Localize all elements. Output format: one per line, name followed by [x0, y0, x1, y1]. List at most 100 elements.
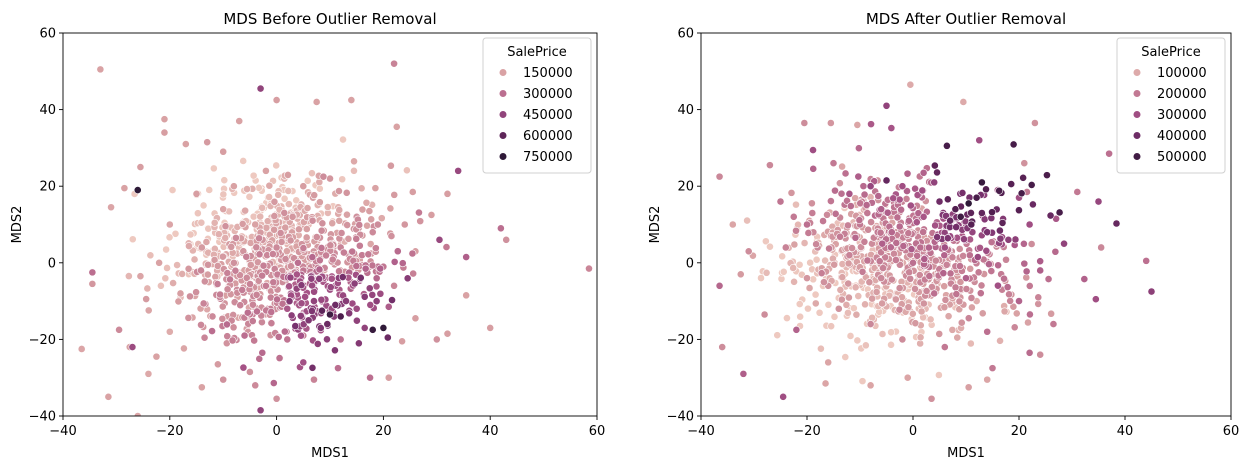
data-point [178, 270, 187, 278]
data-point [898, 182, 907, 191]
data-point [940, 303, 949, 312]
data-point [743, 216, 752, 225]
data-point [1112, 219, 1121, 228]
data-point [267, 308, 276, 316]
data-point [1044, 275, 1053, 283]
y-tick-label: 20 [677, 180, 694, 195]
data-point [262, 223, 271, 232]
data-point [246, 261, 255, 269]
data-point [1105, 149, 1113, 158]
data-point [307, 274, 316, 283]
data-point [213, 360, 222, 369]
data-point [282, 247, 291, 256]
data-point [1026, 310, 1034, 319]
data-point [411, 314, 420, 323]
data-point [120, 184, 129, 193]
data-point [403, 274, 412, 283]
data-point [243, 308, 252, 317]
data-point [835, 179, 844, 188]
data-point [1011, 235, 1020, 244]
data-point [350, 279, 359, 288]
data-point [998, 218, 1007, 227]
x-tick-label: 60 [1223, 424, 1240, 439]
data-point [877, 274, 886, 283]
legend-label: 200000 [1157, 87, 1207, 102]
data-point [163, 264, 171, 272]
data-point [155, 258, 164, 267]
plot-frame [700, 32, 1232, 417]
data-point [762, 268, 771, 277]
data-point [968, 303, 976, 312]
data-point [812, 240, 821, 249]
plot-frame [62, 32, 598, 417]
data-point [851, 283, 860, 292]
data-point [796, 312, 805, 321]
data-point [398, 259, 407, 268]
data-point [316, 324, 325, 332]
data-point [205, 186, 214, 194]
data-point [334, 364, 342, 373]
data-point [229, 258, 238, 267]
data-point [964, 314, 973, 323]
data-point [220, 176, 229, 185]
data-point [866, 182, 875, 191]
data-point [830, 260, 839, 269]
data-point [964, 199, 973, 208]
data-point [904, 229, 913, 238]
data-point [157, 281, 165, 290]
data-point [270, 225, 279, 234]
x-tick-label: −20 [156, 424, 183, 439]
data-point [951, 283, 960, 292]
data-point [975, 136, 984, 145]
data-point [863, 256, 872, 265]
data-point [186, 230, 195, 239]
data-point [805, 284, 814, 292]
data-point [355, 221, 364, 229]
data-point [883, 208, 892, 217]
data-point [1073, 188, 1082, 196]
data-point [908, 309, 917, 318]
data-point [250, 336, 259, 345]
data-point [285, 282, 294, 291]
data-point [335, 216, 344, 225]
data-point [1015, 297, 1023, 305]
data-point [766, 242, 774, 251]
data-point [358, 205, 367, 214]
data-point [165, 233, 174, 242]
data-point [1010, 323, 1019, 332]
data-point [318, 219, 327, 228]
data-point [907, 245, 916, 254]
data-point [315, 274, 324, 283]
legend-label: 500000 [1157, 150, 1207, 165]
data-point [846, 202, 855, 210]
data-point [199, 299, 208, 308]
data-point [280, 208, 289, 217]
data-point [920, 255, 929, 263]
data-point [262, 166, 270, 175]
data-point [878, 330, 887, 338]
data-point [366, 301, 375, 309]
legend-marker [1132, 152, 1142, 161]
data-point [827, 197, 835, 205]
data-point [779, 267, 788, 276]
data-point [967, 294, 976, 302]
y-tick-label: −40 [29, 410, 56, 425]
data-point [1097, 243, 1106, 252]
data-point [303, 204, 312, 212]
data-point [795, 260, 804, 269]
data-point [343, 210, 351, 219]
data-point [867, 120, 875, 129]
data-point [958, 188, 967, 197]
data-point [174, 297, 183, 306]
data-point [310, 375, 318, 384]
data-point [176, 289, 185, 298]
data-point [362, 198, 371, 207]
data-point [219, 205, 228, 214]
data-point [868, 313, 877, 322]
data-point [352, 262, 361, 270]
data-point [803, 274, 811, 283]
data-point [133, 186, 142, 194]
data-point [1019, 173, 1028, 182]
legend-label: 300000 [523, 87, 573, 102]
data-point [948, 253, 957, 262]
